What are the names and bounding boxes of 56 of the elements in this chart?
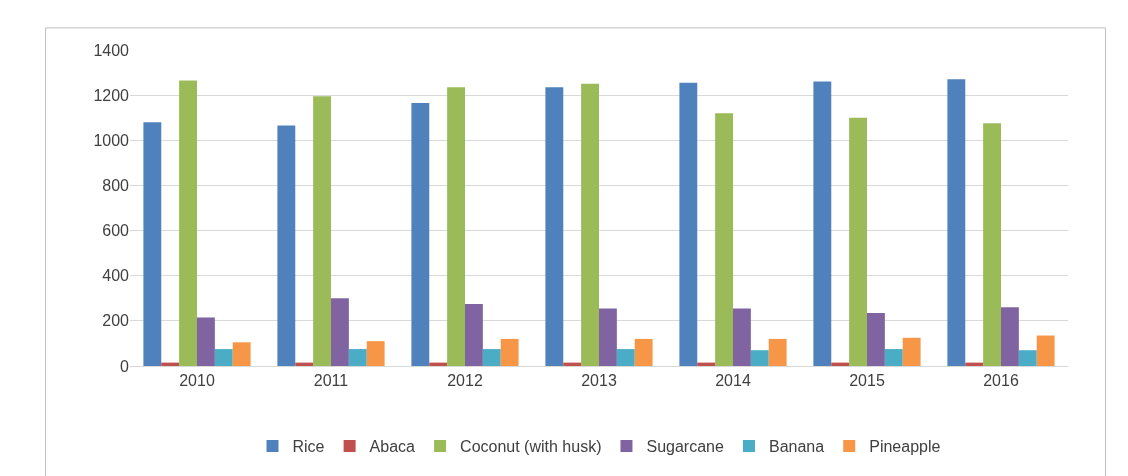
y-tick-label: 1200 (93, 86, 130, 104)
bar (902, 337, 921, 366)
x-tick-label: 2014 (715, 372, 751, 390)
bar (465, 303, 483, 366)
bar (277, 125, 296, 366)
bar (768, 338, 787, 366)
bar (599, 308, 617, 366)
legend-label: Abaca (369, 438, 416, 456)
y-tick-label: 0 (120, 357, 130, 375)
bar (348, 349, 367, 366)
bar (447, 87, 465, 366)
bar (867, 312, 885, 366)
y-tick-label: 400 (102, 267, 130, 285)
bar (634, 338, 653, 366)
x-tick-label: 2016 (983, 372, 1019, 390)
legend-label: Banana (768, 438, 825, 456)
bar (581, 83, 599, 366)
bar (331, 298, 349, 366)
y-tick-label: 200 (102, 312, 130, 330)
bar (1036, 335, 1055, 366)
x-tick-label: 2011 (313, 372, 349, 390)
legend-label: Sugarcane (646, 438, 724, 456)
bar (482, 349, 501, 366)
x-tick-label: 2013 (581, 372, 617, 390)
bar (679, 82, 698, 366)
bar (545, 87, 564, 366)
bar (232, 342, 251, 366)
bar (411, 103, 430, 366)
bar (983, 123, 1001, 366)
bar (214, 349, 233, 366)
bar (197, 317, 215, 366)
bar (143, 122, 162, 366)
y-tick-label: 600 (102, 222, 130, 240)
y-tick-label: 1000 (93, 131, 130, 149)
bar (733, 308, 751, 366)
bar (750, 350, 769, 366)
bar (179, 80, 197, 366)
x-tick-label: 2012 (447, 372, 483, 390)
bar (715, 113, 733, 366)
legend-label: Coconut (with husk) (460, 438, 602, 456)
bar (366, 341, 385, 366)
bar (884, 349, 903, 366)
bar (616, 349, 635, 366)
bar (500, 338, 519, 366)
y-tick-label: 800 (102, 177, 130, 195)
x-tick-label: 2010 (179, 372, 215, 390)
bar (313, 96, 331, 366)
legend-label: Pineapple (869, 438, 941, 456)
bar (1001, 307, 1019, 366)
y-tick-label: 1400 (93, 41, 130, 59)
legend-label: Rice (292, 438, 325, 456)
bar (947, 79, 966, 366)
x-tick-label: 2015 (849, 372, 885, 390)
bar (813, 81, 832, 366)
bar (849, 117, 867, 366)
bar (1018, 350, 1037, 366)
